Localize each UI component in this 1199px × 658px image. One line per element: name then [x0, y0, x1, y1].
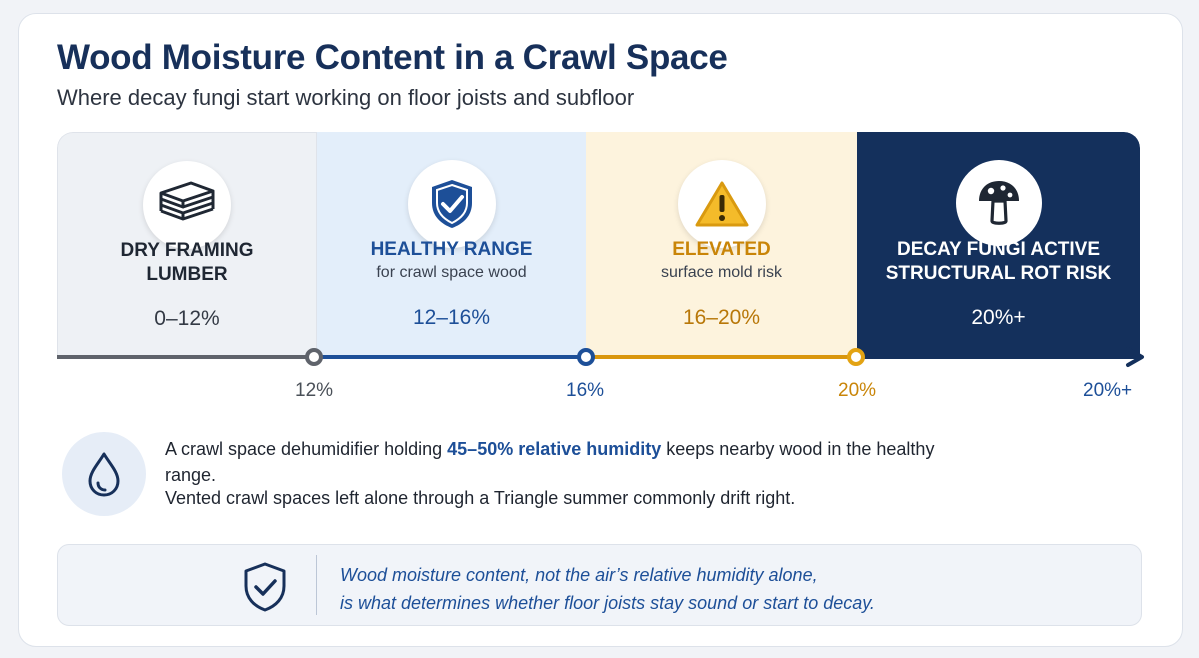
note-divider — [316, 555, 317, 615]
warning-icon — [677, 160, 766, 248]
tick-label: 20% — [838, 380, 877, 401]
moisture-axis — [57, 347, 1144, 367]
page-subtitle: Where decay fungi start working on floor… — [57, 85, 635, 110]
axis-marker-20 — [847, 348, 865, 366]
shield-check-icon — [407, 160, 496, 248]
segment-label: DRY FRAMING LUMBER — [120, 240, 254, 285]
segment-sub: surface mold risk — [661, 264, 782, 281]
segment-range: 16–20% — [682, 306, 761, 329]
tick-label: 12% — [295, 380, 334, 401]
segment-label: HEALTHY RANGE — [370, 239, 533, 260]
tick-label: 16% — [566, 380, 605, 401]
axis-arrowhead — [1126, 347, 1144, 367]
segment-dry-framing: DRY FRAMING LUMBER 0–12% — [57, 132, 317, 358]
water-drop-icon — [62, 432, 146, 516]
page-title: Wood Moisture Content in a Crawl Space — [57, 38, 728, 77]
segment-range: 12–16% — [412, 306, 491, 329]
segment-label: ELEVATED — [672, 239, 771, 260]
vented-crawl-note: Vented crawl spaces left alone through a… — [165, 488, 796, 508]
segment-sub: for crawl space wood — [376, 264, 527, 281]
note-text: Wood moisture content, not the air’s rel… — [340, 565, 875, 613]
humidity-highlight: 45–50% relative humidity — [447, 439, 662, 459]
segment-range: 20%+ — [971, 306, 1026, 329]
segment-healthy-range: HEALTHY RANGE for crawl space wood 12–16… — [317, 132, 586, 358]
axis-marker-16 — [577, 348, 595, 366]
tick-label: 20%+ — [1083, 380, 1133, 401]
segment-range: 0–12% — [154, 307, 220, 330]
moisture-scale-band: DRY FRAMING LUMBER 0–12% HEALTHY RANGE f… — [57, 132, 1140, 358]
segment-decay-fungi: DECAY FUNGI ACTIVE STRUCTURAL ROT RISK 2… — [857, 132, 1140, 358]
segment-label: DECAY FUNGI ACTIVE STRUCTURAL ROT RISK — [885, 239, 1112, 284]
segment-elevated: ELEVATED surface mold risk 16–20% — [586, 132, 857, 358]
axis-marker-12 — [305, 348, 323, 366]
key-takeaway-note: Wood moisture content, not the air’s rel… — [57, 544, 1142, 626]
shield-check-icon — [244, 562, 286, 612]
stacked-lumber-icon — [143, 161, 231, 249]
mushroom-icon — [955, 160, 1042, 246]
dehumidifier-info: A crawl space dehumidifier holding 45–50… — [165, 439, 935, 485]
